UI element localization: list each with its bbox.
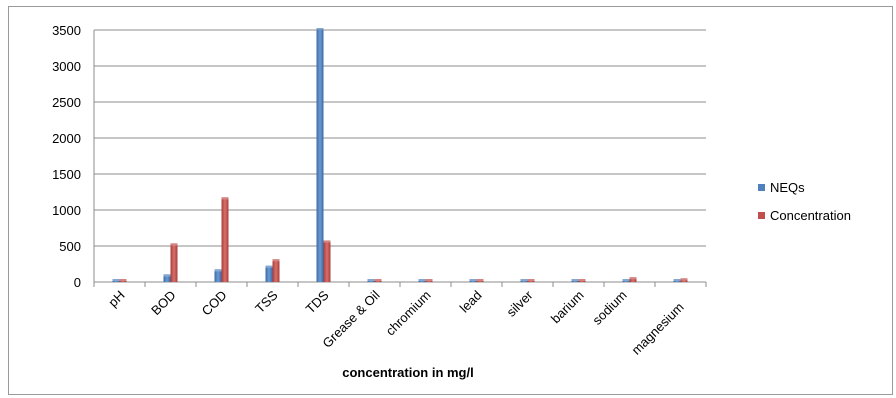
bar-top-cap xyxy=(272,259,280,262)
axes xyxy=(93,30,707,287)
legend-label: Concentration xyxy=(770,208,851,223)
bar-concentration-grease-oil xyxy=(374,281,382,282)
bar-neqs-bod xyxy=(163,276,171,282)
y-tick-label: 3000 xyxy=(52,59,81,74)
bar-concentration-ph xyxy=(119,281,127,282)
bars xyxy=(112,28,688,282)
bar-concentration-cod xyxy=(221,199,229,282)
bar-chart: 0 500 1000 1500 2000 2500 3000 3500 pH BOD COD TSS… xyxy=(52,23,851,380)
bar-concentration-lead xyxy=(476,281,484,282)
bar-top-cap xyxy=(214,269,222,272)
bar-neqs-tss xyxy=(265,267,273,282)
y-tick-label: 1500 xyxy=(52,167,81,182)
x-tick-label: pH xyxy=(105,288,127,310)
x-tick-label: chromium xyxy=(383,288,434,339)
bar-concentration-barium xyxy=(578,281,586,282)
legend-label: NEQs xyxy=(770,180,805,195)
bar-neqs-silver xyxy=(520,281,528,282)
bar-top-cap xyxy=(323,240,331,243)
bar-neqs-barium xyxy=(571,281,579,282)
bar-neqs-ph xyxy=(112,281,120,282)
bar-top-cap xyxy=(367,279,375,281)
bar-concentration-silver xyxy=(527,281,535,282)
x-tick-label: barium xyxy=(548,288,587,327)
bar-top-cap xyxy=(578,279,586,281)
bar-concentration-bod xyxy=(170,245,178,282)
bar-top-cap xyxy=(629,277,637,280)
bar-top-cap xyxy=(170,243,178,246)
bar-neqs-lead xyxy=(469,281,477,282)
y-tick-label: 2500 xyxy=(52,95,81,110)
bar-top-cap xyxy=(673,279,681,281)
bar-top-cap xyxy=(680,278,688,281)
bar-top-cap xyxy=(527,279,535,281)
bar-top-cap xyxy=(221,197,229,200)
bar-neqs-cod xyxy=(214,271,222,282)
bar-top-cap xyxy=(476,279,484,281)
bar-top-cap xyxy=(265,265,273,268)
x-tick-label: TDS xyxy=(303,287,332,316)
x-tick-label: silver xyxy=(504,287,537,320)
legend: NEQs Concentration xyxy=(758,180,851,223)
bar-top-cap xyxy=(418,279,426,281)
y-tick-label: 2000 xyxy=(52,131,81,146)
y-tick-label: 0 xyxy=(74,275,81,290)
bar-neqs-chromium xyxy=(418,281,426,282)
chart-frame: 0 500 1000 1500 2000 2500 3000 3500 pH BOD COD TSS… xyxy=(8,6,893,395)
bar-top-cap xyxy=(374,279,382,281)
x-tick-label: sodium xyxy=(589,288,629,328)
bar-concentration-chromium xyxy=(425,281,433,282)
bar-top-cap xyxy=(622,279,630,281)
y-tick-label: 500 xyxy=(59,239,81,254)
legend-swatch xyxy=(758,212,765,219)
x-tick-label: TSS xyxy=(252,287,281,316)
bar-top-cap xyxy=(571,279,579,281)
y-tick-labels: 0 500 1000 1500 2000 2500 3000 3500 xyxy=(52,23,81,290)
x-axis-title: concentration in mg/l xyxy=(342,365,473,380)
bar-neqs-grease-oil xyxy=(367,281,375,282)
bar-concentration-sodium xyxy=(629,279,637,282)
bar-neqs-magnesium xyxy=(673,281,681,282)
bar-top-cap xyxy=(425,279,433,281)
y-tick-label: 3500 xyxy=(52,23,81,38)
bar-concentration-tss xyxy=(272,261,280,282)
y-tick-label: 1000 xyxy=(52,203,81,218)
x-tick-label: BOD xyxy=(148,288,179,319)
bar-top-cap xyxy=(163,274,171,277)
bar-top-cap xyxy=(119,279,127,281)
x-tick-label: COD xyxy=(199,288,230,319)
bar-top-cap xyxy=(520,279,528,281)
bar-top-cap xyxy=(469,279,477,281)
bar-concentration-tds xyxy=(323,242,331,282)
x-tick-label: lead xyxy=(457,288,485,316)
bar-neqs-sodium xyxy=(622,281,630,282)
bar-neqs-tds xyxy=(316,30,324,282)
bar-concentration-magnesium xyxy=(680,280,688,282)
x-tick-label: magnesium xyxy=(628,300,686,358)
legend-swatch xyxy=(758,184,765,191)
bar-top-cap xyxy=(316,28,324,30)
gridlines xyxy=(94,29,706,283)
bar-top-cap xyxy=(112,279,120,281)
